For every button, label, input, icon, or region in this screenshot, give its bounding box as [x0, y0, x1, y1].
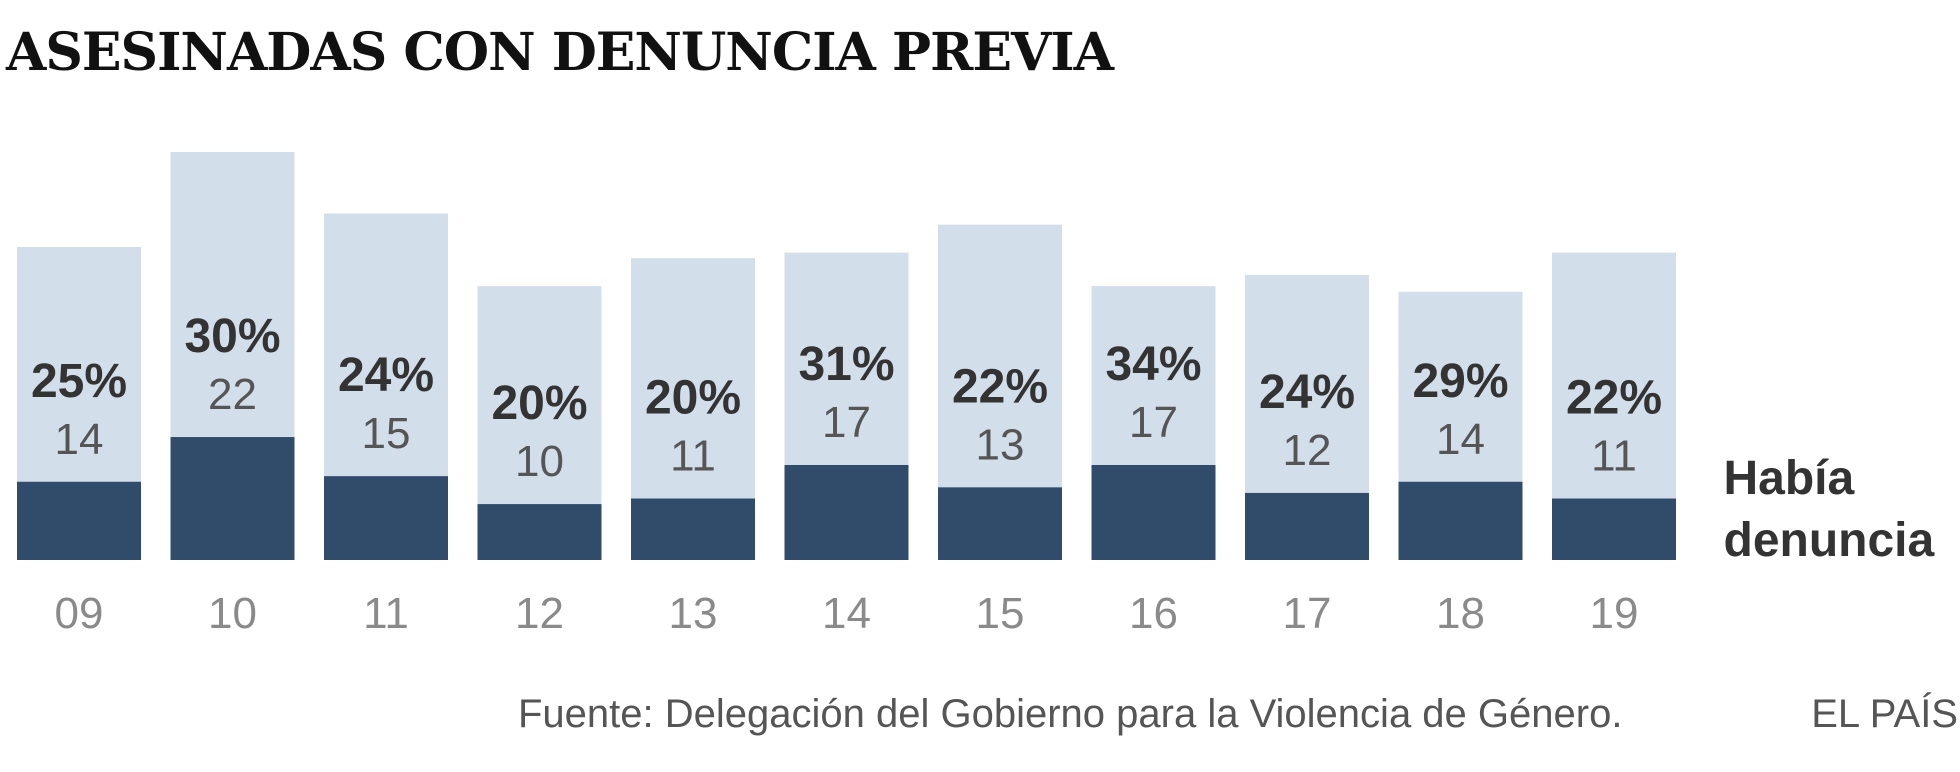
prior-report-bar-12 [477, 504, 602, 560]
count-label-18: 14 [1436, 415, 1485, 464]
x-tick-18: 18 [1436, 589, 1485, 638]
percent-label-12: 20% [491, 377, 587, 430]
x-tick-11: 11 [363, 589, 409, 638]
count-label-12: 10 [515, 437, 564, 486]
count-label-16: 17 [1129, 398, 1178, 447]
percent-label-19: 22% [1566, 372, 1662, 425]
bar-chart: 25% 14 09 30% 22 10 24% 15 11 20% 10 12 20% 11 13 31% 17… [17, 152, 1935, 638]
series-label-line-1: Había [1724, 452, 1855, 505]
x-tick-10: 10 [208, 589, 257, 638]
prior-report-bar-10 [170, 437, 295, 560]
count-label-19: 11 [1591, 432, 1637, 481]
x-tick-12: 12 [515, 589, 564, 638]
x-tick-09: 09 [55, 589, 104, 638]
prior-report-bar-13 [631, 498, 755, 560]
count-label-10: 22 [208, 370, 257, 419]
prior-report-bar-09 [17, 481, 141, 560]
prior-report-bar-15 [938, 487, 1062, 560]
percent-label-17: 24% [1259, 366, 1355, 419]
percent-label-14: 31% [798, 338, 894, 391]
count-label-11: 15 [362, 409, 411, 458]
chart-title: ASESINADAS CON DENUNCIA PREVIA [6, 22, 1114, 83]
series-label-line-2: denuncia [1724, 514, 1935, 567]
percent-label-10: 30% [184, 310, 280, 363]
percent-label-09: 25% [31, 355, 127, 408]
percent-label-15: 22% [952, 360, 1048, 413]
count-label-09: 14 [55, 415, 104, 464]
percent-label-18: 29% [1412, 355, 1508, 408]
prior-report-bar-11 [324, 476, 448, 560]
x-tick-13: 13 [669, 589, 718, 638]
prior-report-bar-17 [1245, 492, 1369, 560]
count-label-15: 13 [976, 420, 1025, 469]
percent-label-11: 24% [338, 349, 434, 402]
prior-report-bar-14 [784, 464, 909, 560]
x-tick-19: 19 [1590, 589, 1639, 638]
x-tick-16: 16 [1129, 589, 1178, 638]
x-tick-14: 14 [822, 589, 871, 638]
source-note: Fuente: Delegación del Gobierno para la … [518, 692, 1623, 736]
publisher-brand: EL PAÍS [1811, 692, 1958, 736]
prior-report-bar-19 [1552, 498, 1676, 560]
count-label-17: 12 [1283, 426, 1332, 475]
x-tick-17: 17 [1283, 589, 1332, 638]
percent-label-13: 20% [645, 372, 741, 425]
percent-label-16: 34% [1105, 338, 1201, 391]
x-tick-15: 15 [976, 589, 1025, 638]
count-label-13: 11 [670, 432, 716, 481]
prior-report-bar-16 [1091, 464, 1216, 560]
prior-report-bar-18 [1398, 481, 1523, 560]
count-label-14: 17 [822, 398, 871, 447]
